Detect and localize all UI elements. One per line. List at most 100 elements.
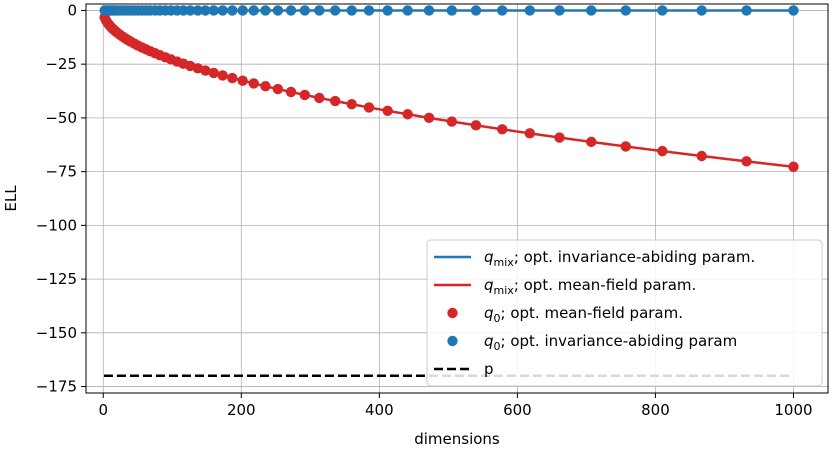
q0-invariance-abiding-point [248,5,259,16]
legend: qmix; opt. invariance-abiding param.qmix… [426,239,823,387]
q0-mean-field-point [741,156,752,167]
q0-invariance-abiding-point [217,5,228,16]
y-axis-label: ELL [2,185,20,212]
y-axis-ticks: 0 −25 −50 −75 −100 −125 −150 −175 [36,1,86,396]
legend-description: ; opt. invariance-abiding param [501,332,738,350]
grid [86,4,828,393]
q0-mean-field-point [272,83,284,95]
y-tick-label: 0 [67,1,77,19]
q0-mean-field-point [657,145,668,157]
q0-invariance-abiding-point [423,5,435,16]
legend-label-q0_mf: q0; opt. mean-field param. [484,304,683,325]
q0-invariance-abiding-point [620,5,631,16]
x-axis-label: dimensions [414,430,500,448]
q0-mean-field-point [237,75,248,86]
q0-mean-field-point [329,95,341,107]
q0-mean-field-point [260,81,271,92]
q0-invariance-abiding-point [285,5,297,16]
x-tick-label: 800 [641,401,670,419]
legend-label-mix_ia: qmix; opt. invariance-abiding param. [484,248,755,269]
q0-invariance-abiding-point [208,5,219,16]
q0-invariance-abiding-point [346,5,357,16]
y-tick-label: −150 [36,324,77,342]
y-tick-label: −50 [45,109,77,127]
x-tick-label: 400 [365,401,394,419]
x-tick-label: 200 [227,401,256,419]
y-tick-label: −25 [45,55,77,73]
q0-mean-field-point [217,70,228,81]
q0-mean-field-point [402,109,413,120]
q0-invariance-abiding-point [470,5,482,16]
legend-math-symbol: q [484,332,494,350]
q0-mean-field-point [382,105,393,116]
q0-invariance-abiding-point [272,5,284,16]
q0-mean-field-point [285,86,297,98]
legend-handle-q0_ia [447,335,458,347]
y-tick-label: −100 [36,216,77,234]
q0-mean-field-point [696,150,707,162]
q0-invariance-abiding-point [299,5,311,16]
q0-invariance-abiding-point [657,5,668,16]
q0-invariance-abiding-point [586,5,597,16]
x-axis-ticks: 0 200 400 600 800 1000 [98,393,813,419]
legend-box [426,239,823,387]
q0-invariance-abiding-point [237,5,248,16]
legend-description: ; opt. mean-field param. [501,304,683,322]
legend-description: p [484,360,494,378]
q0-mean-field-point [554,132,565,143]
q0-invariance-abiding-point [382,5,393,16]
x-tick-label: 0 [98,401,108,419]
plot-frame [85,3,829,394]
q0-mean-field-point [200,65,211,76]
x-tick-label: 1000 [774,401,812,419]
q0-mean-field-point [314,92,325,104]
q0-invariance-abiding-point [497,5,508,16]
q0-invariance-abiding-point [314,5,325,16]
legend-description: ; opt. mean-field param. [514,276,696,294]
q0-mean-field-point [208,67,219,79]
q0-mean-field-point [470,120,482,131]
q0-invariance-abiding-point [185,5,196,16]
q0-mean-field-point [299,89,311,101]
q0-mean-field-point [248,78,259,89]
legend-label-p: p [484,360,494,378]
q0-invariance-abiding-point [741,5,752,16]
legend-subscript: 0 [494,340,501,353]
legend-label-q0_ia: q0; opt. invariance-abiding param [484,332,737,353]
q0-invariance-abiding-point [402,5,413,16]
y-tick-label: −175 [36,378,77,396]
q0-invariance-abiding-point [363,5,375,16]
legend-math-symbol: q [484,248,494,266]
q0-mean-field-point [524,128,536,139]
q0-invariance-abiding-point [200,5,211,16]
q0-mean-field-point [446,116,458,127]
q0-mean-field-point [620,141,631,152]
q0-mean-field-point [423,112,435,124]
q0-mean-field-point [363,102,375,113]
x-tick-label: 600 [503,401,532,419]
q0-invariance-abiding-point [260,5,271,16]
q0-invariance-abiding-point [788,5,799,16]
legend-label-mix_mf: qmix; opt. mean-field param. [484,276,696,297]
q0-invariance-abiding-point [446,5,458,16]
q0-mean-field-point [586,136,597,148]
legend-math-symbol: q [484,276,494,294]
legend-math-symbol: q [484,304,494,322]
q0-invariance-abiding-point [227,5,238,16]
legend-description: ; opt. invariance-abiding param. [514,248,755,266]
legend-handle-q0_mf [447,307,458,319]
q0-mean-field-point [788,161,799,172]
q0-mean-field-point [497,124,508,135]
y-tick-label: −125 [36,270,77,288]
legend-subscript: mix [494,284,515,297]
q0-invariance-abiding-point [524,5,536,16]
q0-invariance-abiding-point [696,5,707,16]
q0-mean-field-point [227,72,238,84]
legend-subscript: 0 [494,312,501,325]
y-tick-label: −75 [45,163,77,181]
q0-invariance-abiding-point [554,5,565,16]
q0-mean-field-point [346,99,357,110]
legend-subscript: mix [494,256,515,269]
q0-invariance-abiding-point [329,5,341,16]
